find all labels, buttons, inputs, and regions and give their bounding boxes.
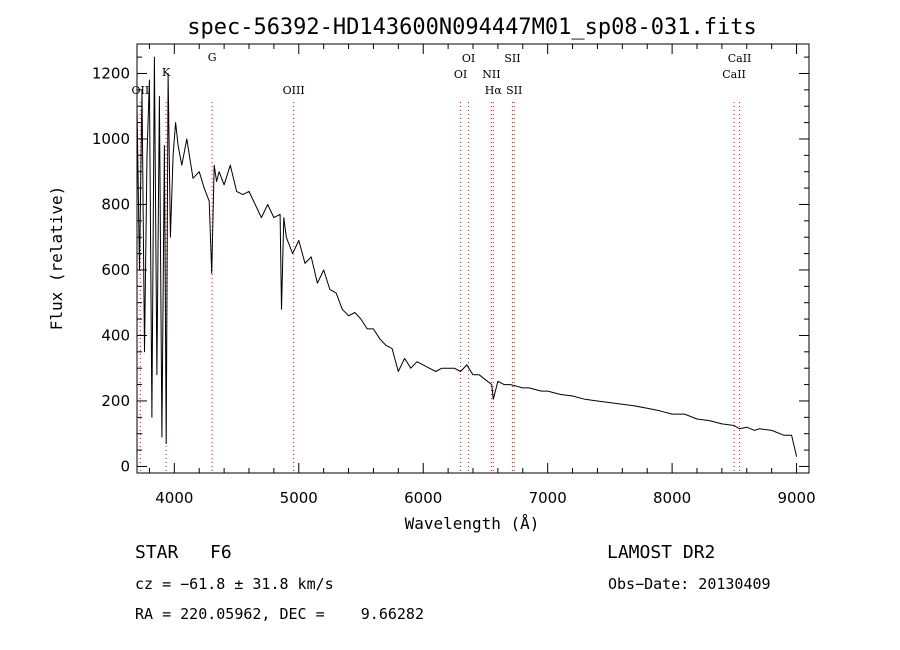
y-tick-label-5: 1000	[92, 130, 130, 148]
line-label-3: OIII	[283, 84, 305, 97]
y-tick-label-1: 200	[101, 392, 130, 410]
series-layer	[136, 56, 798, 457]
x-tick-label-4: 8000	[653, 489, 691, 507]
axis-tick-labels: 4000 5000 6000 7000 8000 9000 0 200 400 600 800 100…	[92, 64, 816, 507]
y-tick-label-3: 600	[101, 261, 130, 279]
y-axis-label: Flux (relative)	[47, 186, 66, 331]
spectrum-series-line	[136, 56, 798, 457]
plot-frame	[136, 43, 810, 474]
line-label-9: SII	[506, 84, 522, 97]
survey-name: LAMOST DR2	[607, 542, 715, 563]
line-label-11: CaII	[728, 52, 752, 65]
y-tick-label-6: 1200	[92, 64, 130, 82]
obs-date-text: Obs−Date: 20130409	[608, 575, 771, 593]
object-class: STAR	[135, 542, 179, 563]
object-subclass: F6	[210, 542, 232, 563]
line-label-7: Hα	[485, 84, 503, 97]
y-tick-label-0: 0	[120, 457, 130, 475]
axis-ticks	[137, 44, 809, 473]
line-label-5: OI	[462, 52, 475, 65]
line-label-0: OII	[132, 84, 150, 97]
y-tick-label-2: 400	[101, 326, 130, 344]
redshift-text: cz = −61.8 ± 31.8 km/s	[135, 575, 334, 593]
x-tick-label-0: 4000	[155, 489, 193, 507]
chart-title: spec-56392-HD143600N094447M01_sp08-031.f…	[187, 15, 757, 40]
line-label-6: NII	[482, 68, 500, 81]
x-axis-label: Wavelength (Å)	[405, 514, 540, 533]
line-label-1: K	[162, 66, 171, 79]
x-tick-label-1: 5000	[280, 489, 318, 507]
x-tick-label-2: 6000	[404, 489, 442, 507]
line-label-8: SII	[504, 52, 520, 65]
y-tick-label-4: 800	[101, 195, 130, 213]
x-tick-label-3: 7000	[529, 489, 567, 507]
line-label-4: OI	[454, 68, 467, 81]
line-label-2: G	[208, 51, 217, 64]
line-label-10: CaII	[722, 68, 746, 81]
coordinates-text: RA = 220.05962, DEC = 9.66282	[135, 605, 424, 623]
x-tick-label-5: 9000	[777, 489, 815, 507]
